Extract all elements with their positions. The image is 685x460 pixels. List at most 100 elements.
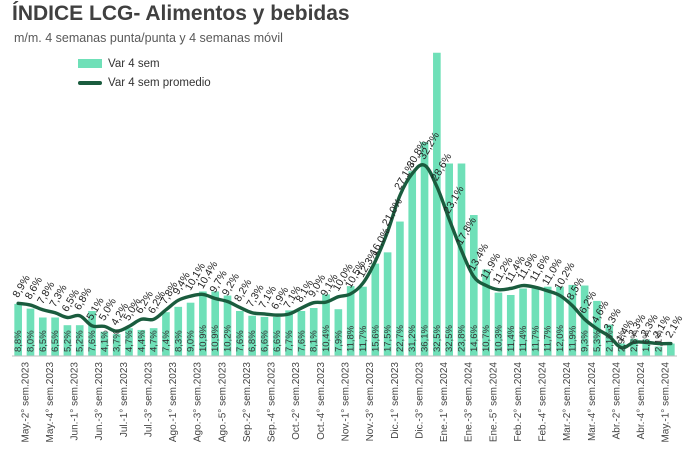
bar-data-label: 7,6% xyxy=(87,330,98,352)
bar xyxy=(457,163,466,356)
bar-data-label: 11,7% xyxy=(358,325,369,352)
bar xyxy=(137,329,146,356)
bar-data-label: 14,6% xyxy=(469,325,480,352)
bar xyxy=(199,291,207,356)
legend-item-line: Var 4 sem promedio xyxy=(78,73,211,92)
bar-data-label: 10,3% xyxy=(493,325,504,352)
series-line-promedio xyxy=(16,163,673,350)
bar xyxy=(630,338,638,356)
bar xyxy=(51,317,59,356)
bar-data-label: 36,1% xyxy=(420,325,431,352)
x-tick-label: Sep.-2° sem.2023 xyxy=(242,362,253,443)
bar xyxy=(420,142,429,356)
bar-data-label: 10,9% xyxy=(198,325,209,352)
bar-data-label: 7,6% xyxy=(296,330,307,352)
bar-data-label: 3,7% xyxy=(112,330,123,352)
bar-data-label: 32,5% xyxy=(444,325,455,352)
bar xyxy=(494,292,503,356)
legend-line-swatch xyxy=(78,80,102,85)
x-tick-label: Abr.-2° sem.2024 xyxy=(611,362,622,440)
bar-data-label: 6,6% xyxy=(259,330,270,352)
bar xyxy=(100,331,109,356)
x-tick-label: Dic.-3° sem.2023 xyxy=(414,362,425,439)
bar-data-label: 10,2% xyxy=(223,325,234,352)
bar-data-label: 10,9% xyxy=(210,325,221,352)
bar xyxy=(642,339,651,356)
bar-data-label: 9,0% xyxy=(186,330,197,352)
bar xyxy=(568,284,577,356)
bar-data-label: 23,8% xyxy=(456,325,467,352)
bar-data-label: 8,3% xyxy=(173,330,184,352)
x-tick-label: Oct.-4° sem.2023 xyxy=(316,362,327,440)
x-tick-label: Mar.-2° sem.2024 xyxy=(562,362,573,441)
bar xyxy=(285,310,293,356)
bar xyxy=(174,306,183,356)
x-tick-label: Ago.-3° sem.2023 xyxy=(193,362,204,443)
bar-data-label: 5,3% xyxy=(592,330,603,352)
bar xyxy=(654,346,663,356)
bar xyxy=(248,315,256,356)
bar xyxy=(371,263,380,356)
bar-data-label: 4,1% xyxy=(99,330,110,352)
bar-data-label: 2,1% xyxy=(604,330,615,352)
bar xyxy=(445,163,453,356)
x-tick-label: Dic.-1° sem.2023 xyxy=(390,362,401,439)
bar-data-label: 1,6% xyxy=(641,330,652,352)
bar-data-label: 6,6% xyxy=(272,330,283,352)
bar-data-label: 6,5% xyxy=(50,330,61,352)
bar-data-label: 8,0% xyxy=(25,330,36,352)
bar-data-label: 4,7% xyxy=(124,330,135,352)
legend-item-bars: Var 4 sem xyxy=(78,54,211,73)
bar-data-label: 5,2% xyxy=(62,330,73,352)
bar-data-label: 6,8% xyxy=(247,330,258,352)
bar xyxy=(75,325,84,356)
bar-data-label: 8,1% xyxy=(309,330,320,352)
bar xyxy=(531,288,540,356)
legend-line-label: Var 4 sem promedio xyxy=(108,76,211,89)
bar xyxy=(63,325,72,356)
bar xyxy=(236,310,244,356)
x-tick-label: Ago.-1° sem.2023 xyxy=(168,362,179,443)
x-tick-label: May.-1° sem.2024 xyxy=(661,362,672,443)
bar-data-label: 12,0% xyxy=(555,325,566,352)
bar-data-label: 4,4% xyxy=(136,330,147,352)
bar xyxy=(482,269,490,356)
bar-data-label: 17,5% xyxy=(383,325,394,352)
bar xyxy=(149,328,158,356)
bar xyxy=(334,309,343,356)
legend: Var 4 sem Var 4 sem promedio xyxy=(78,54,211,92)
bar-data-label: 22,7% xyxy=(395,325,406,352)
bar xyxy=(506,294,515,356)
bar xyxy=(88,310,96,356)
x-tick-label: Ago.-5° sem.2023 xyxy=(217,362,228,443)
x-tick-label: Ene.-3° sem.2024 xyxy=(464,362,475,443)
x-tick-label: Jun.-3° sem.2023 xyxy=(94,362,105,441)
bar xyxy=(396,221,404,356)
x-tick-label: Ene.-5° sem.2024 xyxy=(488,362,499,443)
bar xyxy=(309,308,318,356)
x-tick-label: Abr.-4° sem.2024 xyxy=(636,362,647,440)
bar xyxy=(26,308,35,356)
bar-data-label: 4,7% xyxy=(149,330,160,352)
bar-data-label: 11,9% xyxy=(567,325,578,352)
bar-data-label: 5,2% xyxy=(75,330,86,352)
bar-data-label: 31,2% xyxy=(407,325,418,352)
bar-data-label: 7,7% xyxy=(284,330,295,352)
bar xyxy=(543,286,552,356)
x-tick-label: Jul.-1° sem.2023 xyxy=(119,362,130,438)
bar xyxy=(125,328,133,356)
bar xyxy=(223,295,232,356)
bar-data-label: 6,5% xyxy=(38,330,49,352)
bar-data-label: 11,7% xyxy=(543,325,554,352)
bar-data-label: 2,1% xyxy=(654,330,665,352)
bar xyxy=(38,317,47,356)
bar xyxy=(605,324,614,356)
x-tick-label: May.-2° sem.2023 xyxy=(20,362,31,443)
bar-data-label: 7,4% xyxy=(161,330,172,352)
x-tick-label: Jun.-1° sem.2023 xyxy=(70,362,81,441)
bar-data-label: 7,6% xyxy=(235,330,246,352)
bar-data-label: 2,8% xyxy=(629,330,640,352)
bar xyxy=(322,294,330,356)
bar xyxy=(667,343,675,356)
bar xyxy=(617,343,626,356)
